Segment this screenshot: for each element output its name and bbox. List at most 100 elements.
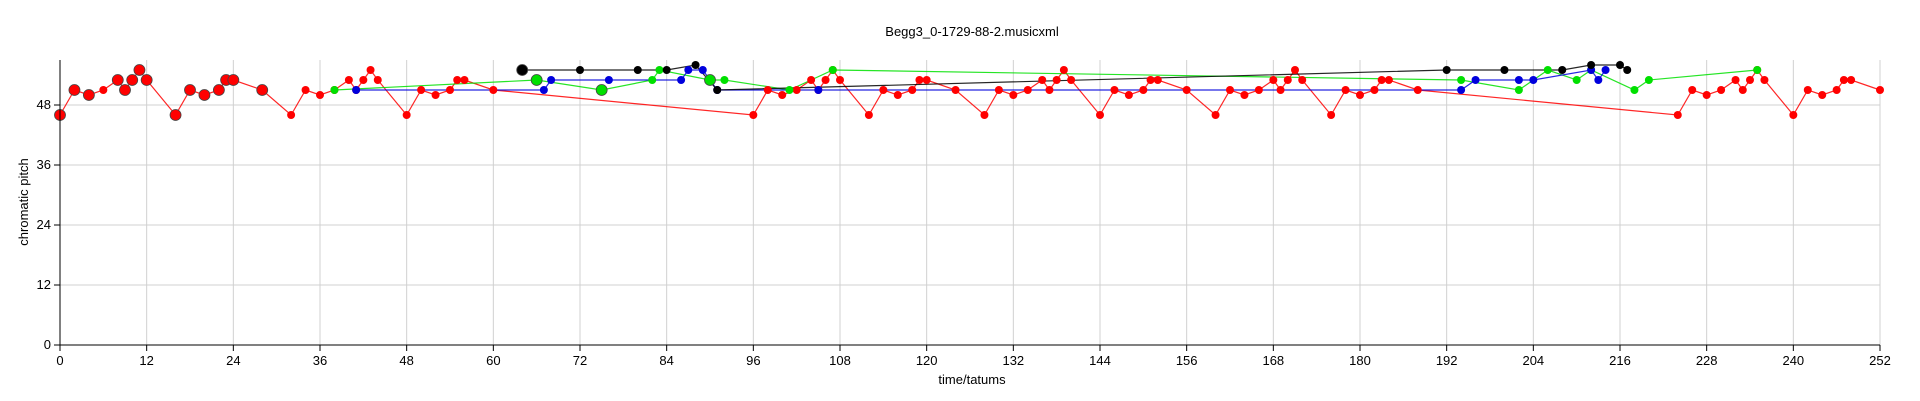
data-point (915, 76, 924, 84)
y-tick-label: 12 (37, 277, 51, 292)
series-line (522, 64, 1628, 91)
data-point (352, 86, 361, 94)
data-point (778, 91, 787, 99)
data-point (1760, 76, 1769, 84)
x-tick-label: 36 (313, 353, 327, 368)
data-point (1240, 91, 1249, 99)
data-point (994, 86, 1003, 94)
x-tick-label: 72 (573, 353, 587, 368)
data-point (1052, 76, 1061, 84)
data-point (1356, 91, 1364, 99)
data-point (1688, 86, 1697, 94)
data-point (633, 66, 642, 74)
data-point (1096, 111, 1104, 119)
data-point (1731, 76, 1740, 84)
data-point (1023, 86, 1032, 94)
x-tick-label: 0 (56, 353, 63, 368)
x-tick-label: 204 (1522, 353, 1544, 368)
data-point (530, 74, 543, 86)
x-tick-label: 216 (1609, 353, 1631, 368)
data-point (68, 84, 81, 96)
data-point (212, 84, 225, 96)
data-point (1471, 76, 1480, 84)
x-tick-label: 180 (1349, 353, 1371, 368)
data-point (198, 89, 211, 101)
data-point (814, 86, 823, 94)
chart-title: Begg3_0-1729-88-2.musicxml (885, 24, 1059, 39)
x-tick-label: 168 (1262, 353, 1284, 368)
data-point (373, 76, 382, 84)
x-tick-label: 12 (139, 353, 153, 368)
series-line (59, 68, 1881, 117)
data-point (980, 111, 989, 119)
data-point (1059, 66, 1068, 74)
data-point (1514, 76, 1523, 84)
data-point (893, 91, 902, 99)
data-point (1543, 66, 1552, 74)
x-tick-label: 120 (916, 353, 938, 368)
data-point (1067, 76, 1076, 84)
data-point (1630, 86, 1639, 94)
data-point (111, 74, 124, 86)
data-point (1789, 111, 1798, 119)
data-point (1753, 66, 1762, 74)
data-point (1738, 86, 1747, 94)
data-point (1702, 91, 1711, 99)
data-point (1153, 76, 1162, 84)
data-point (1746, 76, 1754, 84)
data-point (82, 89, 95, 101)
data-point (256, 84, 269, 96)
data-point (330, 86, 339, 94)
data-point (785, 86, 794, 94)
y-tick-label: 0 (44, 337, 51, 352)
data-point (720, 76, 729, 84)
data-point (1457, 76, 1466, 84)
data-point (1298, 76, 1307, 84)
data-point (1254, 86, 1263, 94)
data-point (864, 111, 873, 119)
x-axis-label: time/tatums (938, 372, 1006, 387)
data-point (1370, 86, 1379, 94)
data-point (807, 76, 816, 84)
data-point (763, 86, 772, 94)
data-point (453, 76, 462, 84)
data-point (446, 86, 454, 94)
data-point (648, 76, 657, 84)
x-tick-label: 144 (1089, 353, 1111, 368)
data-point (402, 111, 411, 119)
data-point (1500, 66, 1509, 74)
data-point (344, 76, 353, 84)
data-point (119, 84, 131, 96)
y-axis-label: chromatic pitch (16, 158, 31, 245)
data-point (460, 76, 469, 84)
data-point (1572, 76, 1581, 84)
data-point (698, 66, 707, 74)
y-tick-label: 48 (37, 97, 51, 112)
data-point (431, 91, 440, 99)
data-point (1673, 111, 1682, 119)
data-point (359, 76, 368, 84)
data-point (1291, 66, 1299, 74)
data-point (821, 76, 830, 84)
data-point (713, 86, 722, 94)
data-point (169, 109, 182, 121)
y-tick-label: 36 (37, 157, 51, 172)
data-point (133, 64, 146, 76)
x-tick-label: 240 (1782, 353, 1804, 368)
data-point (489, 86, 498, 94)
data-point (1876, 86, 1884, 94)
data-point (1847, 76, 1856, 84)
data-points (54, 61, 1884, 121)
data-point (595, 84, 608, 96)
data-point (1110, 86, 1119, 94)
x-tick-label: 156 (1176, 353, 1198, 368)
data-point (922, 76, 931, 84)
data-point (184, 84, 196, 96)
data-point (677, 76, 686, 84)
data-point (1211, 111, 1220, 119)
y-tick-label: 24 (37, 217, 51, 232)
data-point (908, 86, 917, 94)
data-point (1341, 86, 1350, 94)
data-point (1009, 91, 1018, 99)
